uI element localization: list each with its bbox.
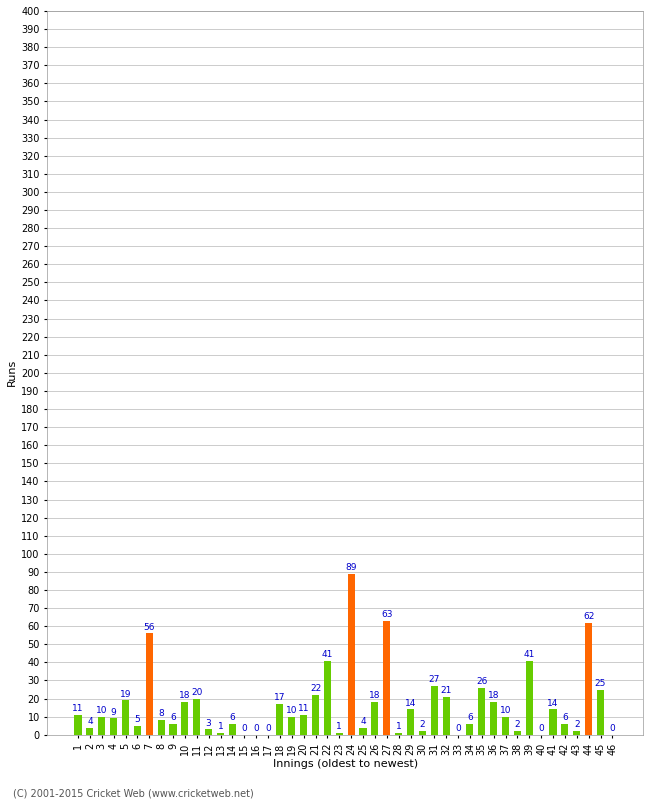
Text: 1: 1 xyxy=(396,722,402,731)
Text: 6: 6 xyxy=(170,713,176,722)
Bar xyxy=(157,720,164,734)
Bar xyxy=(478,688,486,734)
Bar xyxy=(98,717,105,734)
Bar xyxy=(205,730,212,734)
Bar xyxy=(312,695,319,734)
Text: 2: 2 xyxy=(515,720,520,730)
Text: 0: 0 xyxy=(254,724,259,733)
Bar xyxy=(359,727,367,734)
Bar xyxy=(348,574,355,734)
Text: 41: 41 xyxy=(322,650,333,658)
Text: 62: 62 xyxy=(583,612,594,621)
Bar xyxy=(407,710,414,734)
Bar xyxy=(443,697,450,734)
Text: 3: 3 xyxy=(206,718,211,727)
Bar xyxy=(276,704,283,734)
Text: 22: 22 xyxy=(310,684,321,693)
Text: 56: 56 xyxy=(144,622,155,632)
Bar xyxy=(134,726,141,734)
Bar xyxy=(562,724,569,734)
Text: 0: 0 xyxy=(538,724,544,733)
Bar xyxy=(170,724,177,734)
Bar xyxy=(466,724,473,734)
Text: (C) 2001-2015 Cricket Web (www.cricketweb.net): (C) 2001-2015 Cricket Web (www.cricketwe… xyxy=(13,789,254,798)
Text: 10: 10 xyxy=(96,706,107,715)
Bar xyxy=(431,686,438,734)
Bar xyxy=(549,710,556,734)
X-axis label: Innings (oldest to newest): Innings (oldest to newest) xyxy=(272,759,418,769)
Text: 6: 6 xyxy=(467,713,473,722)
Text: 10: 10 xyxy=(286,706,298,715)
Text: 1: 1 xyxy=(218,722,224,731)
Text: 2: 2 xyxy=(420,720,425,730)
Bar xyxy=(371,702,378,734)
Text: 18: 18 xyxy=(179,691,190,700)
Text: 2: 2 xyxy=(574,720,580,730)
Text: 17: 17 xyxy=(274,693,285,702)
Bar xyxy=(514,731,521,734)
Text: 89: 89 xyxy=(345,563,357,572)
Bar xyxy=(335,733,343,734)
Text: 21: 21 xyxy=(441,686,452,695)
Bar xyxy=(86,727,94,734)
Text: 25: 25 xyxy=(595,678,606,688)
Bar xyxy=(324,661,331,734)
Bar xyxy=(526,661,533,734)
Bar xyxy=(384,621,391,734)
Text: 11: 11 xyxy=(72,704,84,713)
Bar xyxy=(181,702,188,734)
Text: 27: 27 xyxy=(428,675,440,684)
Text: 4: 4 xyxy=(360,717,366,726)
Text: 11: 11 xyxy=(298,704,309,713)
Bar xyxy=(490,702,497,734)
Bar xyxy=(75,715,82,734)
Text: 4: 4 xyxy=(87,717,93,726)
Bar xyxy=(122,700,129,734)
Bar xyxy=(597,690,604,734)
Bar xyxy=(193,698,200,734)
Text: 9: 9 xyxy=(111,708,116,717)
Text: 6: 6 xyxy=(562,713,568,722)
Bar xyxy=(217,733,224,734)
Text: 1: 1 xyxy=(337,722,342,731)
Text: 18: 18 xyxy=(369,691,381,700)
Text: 10: 10 xyxy=(500,706,512,715)
Text: 18: 18 xyxy=(488,691,499,700)
Text: 20: 20 xyxy=(191,688,202,697)
Text: 0: 0 xyxy=(265,724,271,733)
Text: 63: 63 xyxy=(381,610,393,619)
Bar xyxy=(229,724,236,734)
Bar xyxy=(419,731,426,734)
Text: 14: 14 xyxy=(405,698,416,708)
Text: 26: 26 xyxy=(476,677,488,686)
Text: 19: 19 xyxy=(120,690,131,698)
Bar xyxy=(288,717,295,734)
Y-axis label: Runs: Runs xyxy=(7,359,17,386)
Bar xyxy=(395,733,402,734)
Text: 14: 14 xyxy=(547,698,559,708)
Text: 0: 0 xyxy=(610,724,616,733)
Bar xyxy=(585,622,592,734)
Text: 5: 5 xyxy=(135,715,140,724)
Text: 6: 6 xyxy=(229,713,235,722)
Bar xyxy=(573,731,580,734)
Text: 8: 8 xyxy=(158,710,164,718)
Text: 41: 41 xyxy=(524,650,535,658)
Text: 0: 0 xyxy=(455,724,461,733)
Bar xyxy=(300,715,307,734)
Bar xyxy=(146,634,153,734)
Bar xyxy=(110,718,117,734)
Text: 0: 0 xyxy=(241,724,247,733)
Bar xyxy=(502,717,509,734)
